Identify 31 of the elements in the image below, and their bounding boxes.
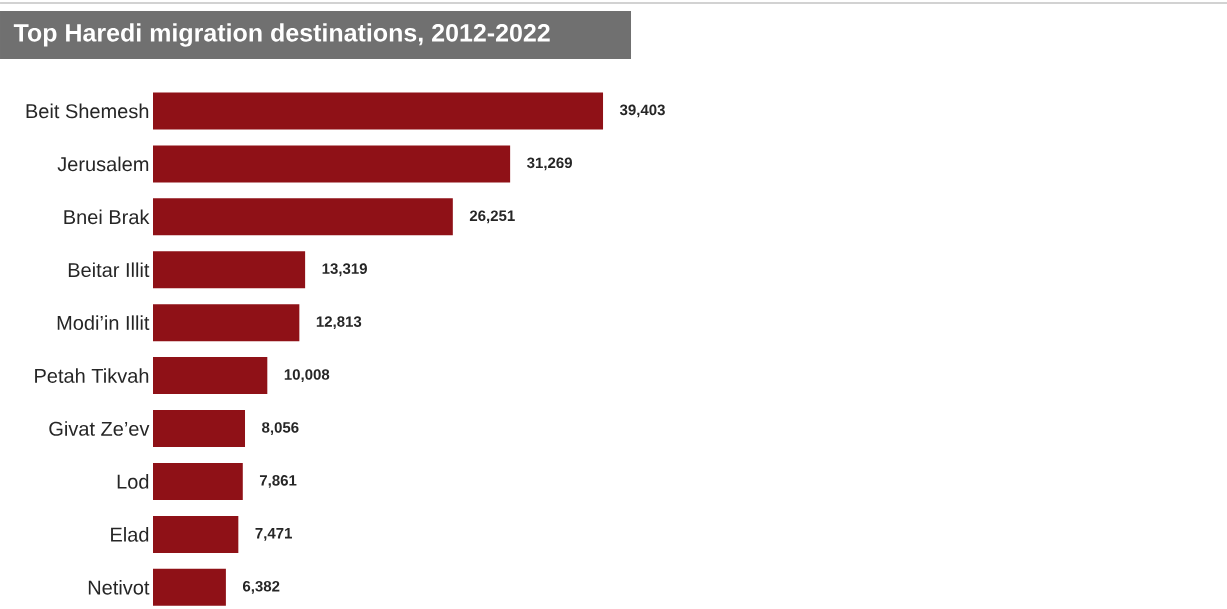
y-tick-label: Netivot <box>88 579 150 595</box>
data-label: 39,403 <box>619 104 665 118</box>
bar <box>153 462 243 500</box>
y-tick-label: Modi’in Illit <box>57 315 150 331</box>
bar <box>153 410 246 448</box>
y-tick-label: Lod <box>117 474 149 489</box>
y-tick-label: Petah Tikvah <box>35 368 149 383</box>
data-label: 13,319 <box>322 263 367 277</box>
data-label: 7,471 <box>255 528 292 541</box>
data-label: 7,861 <box>259 475 297 488</box>
bar <box>153 198 453 236</box>
y-tick-label: Beitar Illit <box>68 262 150 278</box>
y-tick-label: Jerusalem <box>57 156 149 172</box>
data-label: 12,813 <box>316 316 362 330</box>
y-tick-label: Beit Shemesh <box>26 103 149 119</box>
bar <box>153 145 511 183</box>
data-label: 26,251 <box>469 210 515 224</box>
bar <box>153 568 226 606</box>
bar <box>153 92 604 130</box>
bar <box>153 515 239 553</box>
bar <box>153 357 268 395</box>
data-label: 31,269 <box>527 157 572 171</box>
data-label: 6,382 <box>242 580 280 594</box>
bar <box>153 251 306 289</box>
bar <box>153 304 300 342</box>
y-tick-label: Elad <box>111 527 149 542</box>
y-tick-label: Givat Ze’ev <box>49 421 150 436</box>
chart-title: Top Haredi migration destinations, 2012-2022 <box>13 23 550 47</box>
y-tick-label: Bnei Brak <box>64 209 150 225</box>
data-label: 8,056 <box>262 422 299 435</box>
data-label: 10,008 <box>284 369 330 382</box>
